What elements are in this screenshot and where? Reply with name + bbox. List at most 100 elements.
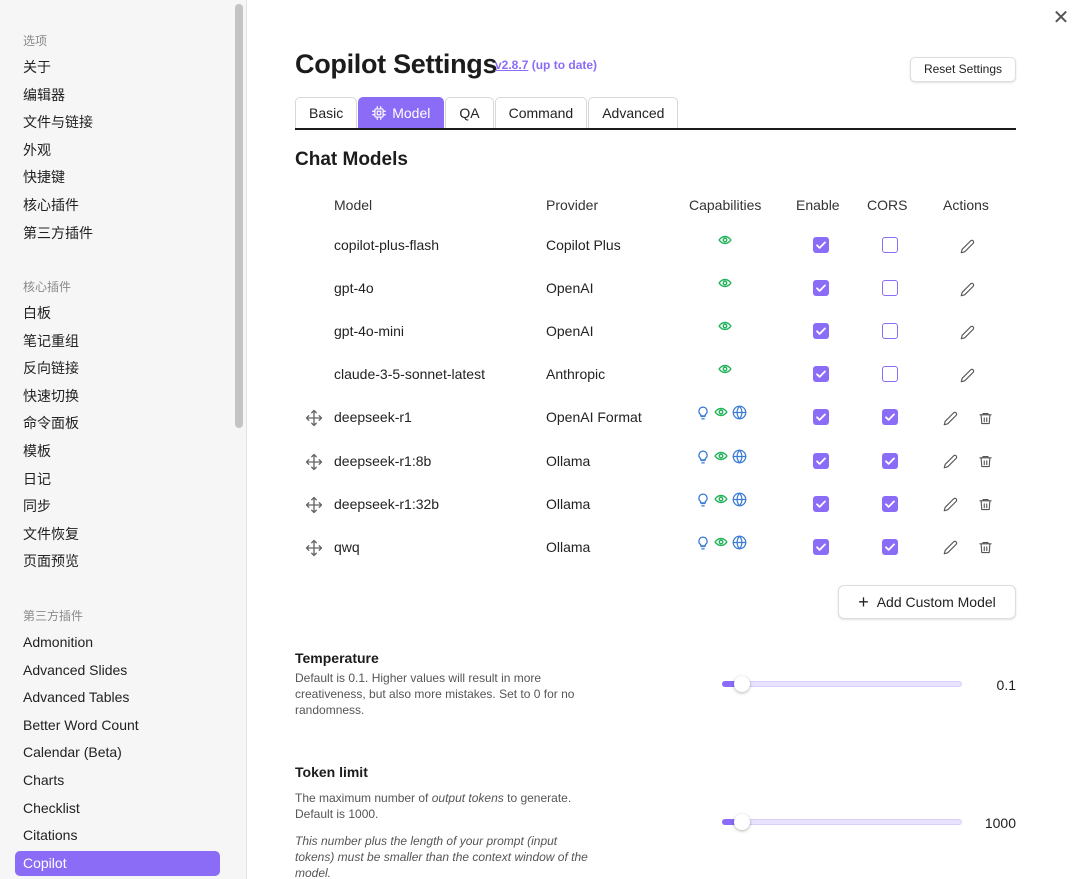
sidebar-item[interactable]: 反向链接: [23, 360, 79, 377]
sidebar-item[interactable]: 文件恢复: [23, 525, 79, 542]
reasoning-icon: [696, 492, 710, 510]
tab-command[interactable]: Command: [494, 97, 588, 128]
sidebar-item[interactable]: 外观: [23, 141, 51, 158]
sidebar-item[interactable]: 笔记重组: [23, 332, 79, 349]
edit-icon[interactable]: [937, 492, 963, 518]
drag-handle-icon[interactable]: [305, 539, 323, 557]
edit-icon[interactable]: [937, 535, 963, 561]
enable-checkbox[interactable]: [813, 452, 829, 469]
sidebar-item[interactable]: 快捷键: [23, 169, 65, 186]
slider-thumb[interactable]: [734, 676, 750, 692]
vision-icon: [718, 319, 732, 337]
drag-handle-icon[interactable]: [305, 453, 323, 471]
table-row: deepseek-r1:32b Ollama: [295, 484, 1016, 527]
temperature-label: Temperature: [295, 650, 379, 666]
sidebar-item[interactable]: Copilot: [15, 850, 220, 876]
edit-icon[interactable]: [954, 233, 980, 259]
tab-basic[interactable]: Basic: [295, 97, 358, 128]
sidebar-item[interactable]: 核心插件: [23, 197, 79, 213]
sidebar-item[interactable]: Charts: [23, 772, 65, 788]
chip-icon: [372, 106, 387, 120]
cors-checkbox[interactable]: [882, 280, 898, 297]
capabilities-cell: [696, 492, 747, 510]
cors-checkbox[interactable]: [882, 538, 898, 555]
edit-icon[interactable]: [954, 276, 980, 302]
token-limit-slider[interactable]: [722, 814, 962, 830]
tab-model[interactable]: Model: [358, 97, 445, 128]
delete-icon[interactable]: [972, 535, 998, 561]
cors-checkbox[interactable]: [882, 452, 898, 469]
edit-icon[interactable]: [937, 405, 963, 431]
sidebar-item[interactable]: Admonition: [23, 634, 94, 650]
cors-checkbox[interactable]: [882, 237, 898, 253]
enable-checkbox[interactable]: [813, 280, 829, 297]
sidebar-item[interactable]: 日记: [23, 470, 51, 487]
edit-icon[interactable]: [954, 362, 980, 388]
sidebar-item[interactable]: 编辑器: [23, 86, 65, 103]
enable-checkbox[interactable]: [813, 409, 829, 426]
websearch-icon: [732, 449, 747, 467]
model-provider: OpenAI: [546, 280, 594, 297]
slider-fill: [722, 681, 740, 687]
sidebar-scrollbar[interactable]: [235, 4, 243, 428]
delete-icon[interactable]: [972, 405, 998, 431]
model-name: deepseek-r1:32b: [334, 495, 440, 512]
token-limit-label: Token limit: [295, 764, 368, 780]
sidebar-item[interactable]: 快速切换: [23, 387, 79, 404]
add-custom-model-button[interactable]: + Add Custom Model: [838, 585, 1016, 619]
sidebar-item[interactable]: Advanced Tables: [23, 689, 130, 706]
version-link[interactable]: v2.8.7: [495, 58, 529, 72]
drag-handle-icon[interactable]: [305, 496, 323, 514]
sidebar-item[interactable]: Citations: [23, 827, 78, 844]
edit-icon[interactable]: [937, 449, 963, 475]
plus-icon: +: [858, 592, 869, 612]
col-header-cors: CORS: [867, 197, 908, 213]
tab-advanced[interactable]: Advanced: [588, 97, 679, 128]
sidebar-item[interactable]: 页面预览: [23, 553, 79, 570]
capabilities-cell: [718, 233, 732, 251]
token-limit-description: The maximum number of output tokens to g…: [295, 791, 572, 821]
model-name: deepseek-r1:8b: [334, 452, 432, 469]
websearch-icon: [732, 405, 747, 423]
drag-handle-icon[interactable]: [305, 409, 323, 427]
close-icon[interactable]: ✕: [1052, 7, 1070, 29]
model-provider: OpenAI: [546, 323, 594, 340]
table-row: deepseek-r1:8b Ollama: [295, 441, 1016, 484]
edit-icon[interactable]: [954, 319, 980, 345]
cors-checkbox[interactable]: [882, 323, 898, 340]
cors-checkbox[interactable]: [882, 366, 898, 383]
settings-sidebar: 选项 关于 编辑器 文件与链接 外观 快捷键 核心插件 第三方插件 核心插件 白板 笔记重组 反向链接…: [0, 0, 247, 879]
vision-icon: [714, 449, 728, 467]
sidebar-item[interactable]: Checklist: [23, 799, 80, 816]
enable-checkbox[interactable]: [813, 366, 829, 383]
token-limit-value: 1000: [984, 815, 1016, 831]
tab-label: Advanced: [602, 105, 665, 121]
tab-qa[interactable]: QA: [445, 97, 494, 128]
sidebar-item[interactable]: 第三方插件: [23, 224, 93, 241]
sidebar-item[interactable]: Advanced Slides: [23, 661, 128, 678]
cors-checkbox[interactable]: [882, 409, 898, 426]
enable-checkbox[interactable]: [813, 495, 829, 512]
delete-icon[interactable]: [972, 449, 998, 475]
sidebar-item[interactable]: 文件与链接: [23, 114, 93, 131]
sidebar-item[interactable]: 关于: [23, 59, 51, 75]
tabs-underline: [295, 128, 1016, 130]
reset-settings-button[interactable]: Reset Settings: [910, 57, 1016, 82]
temperature-slider[interactable]: [722, 676, 962, 692]
sidebar-item[interactable]: Better Word Count: [23, 716, 139, 733]
enable-checkbox[interactable]: [813, 323, 829, 340]
model-provider: OpenAI Format: [546, 409, 642, 426]
slider-thumb[interactable]: [734, 814, 750, 830]
table-row: qwq Ollama: [295, 527, 1016, 570]
enable-checkbox[interactable]: [813, 538, 829, 555]
sidebar-item[interactable]: 模板: [23, 443, 51, 459]
table-row: claude-3-5-sonnet-latest Anthropic: [295, 354, 1016, 397]
temperature-value: 0.1: [996, 677, 1016, 693]
sidebar-item[interactable]: Calendar (Beta): [23, 744, 122, 761]
enable-checkbox[interactable]: [813, 237, 829, 253]
cors-checkbox[interactable]: [882, 495, 898, 512]
sidebar-item[interactable]: 命令面板: [23, 415, 79, 432]
sidebar-item[interactable]: 同步: [23, 498, 51, 515]
delete-icon[interactable]: [972, 492, 998, 518]
sidebar-item[interactable]: 白板: [23, 305, 51, 321]
